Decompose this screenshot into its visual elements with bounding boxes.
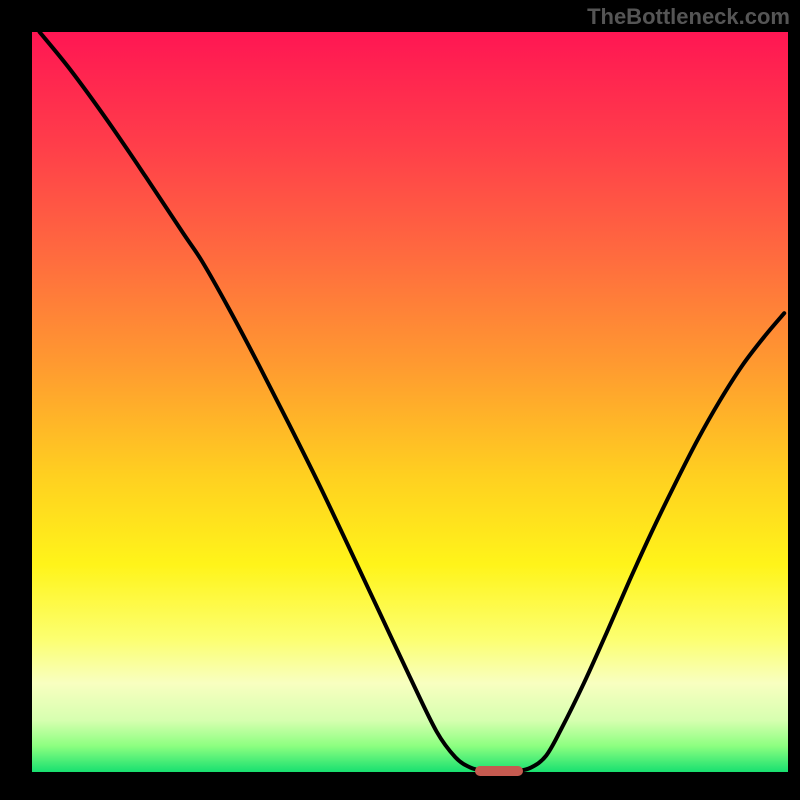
gradient-background xyxy=(32,32,788,772)
chart-container: TheBottleneck.com xyxy=(0,0,800,800)
optimal-marker xyxy=(475,766,523,776)
plot-area xyxy=(32,32,788,772)
watermark-text: TheBottleneck.com xyxy=(587,4,790,30)
chart-svg xyxy=(32,32,788,772)
